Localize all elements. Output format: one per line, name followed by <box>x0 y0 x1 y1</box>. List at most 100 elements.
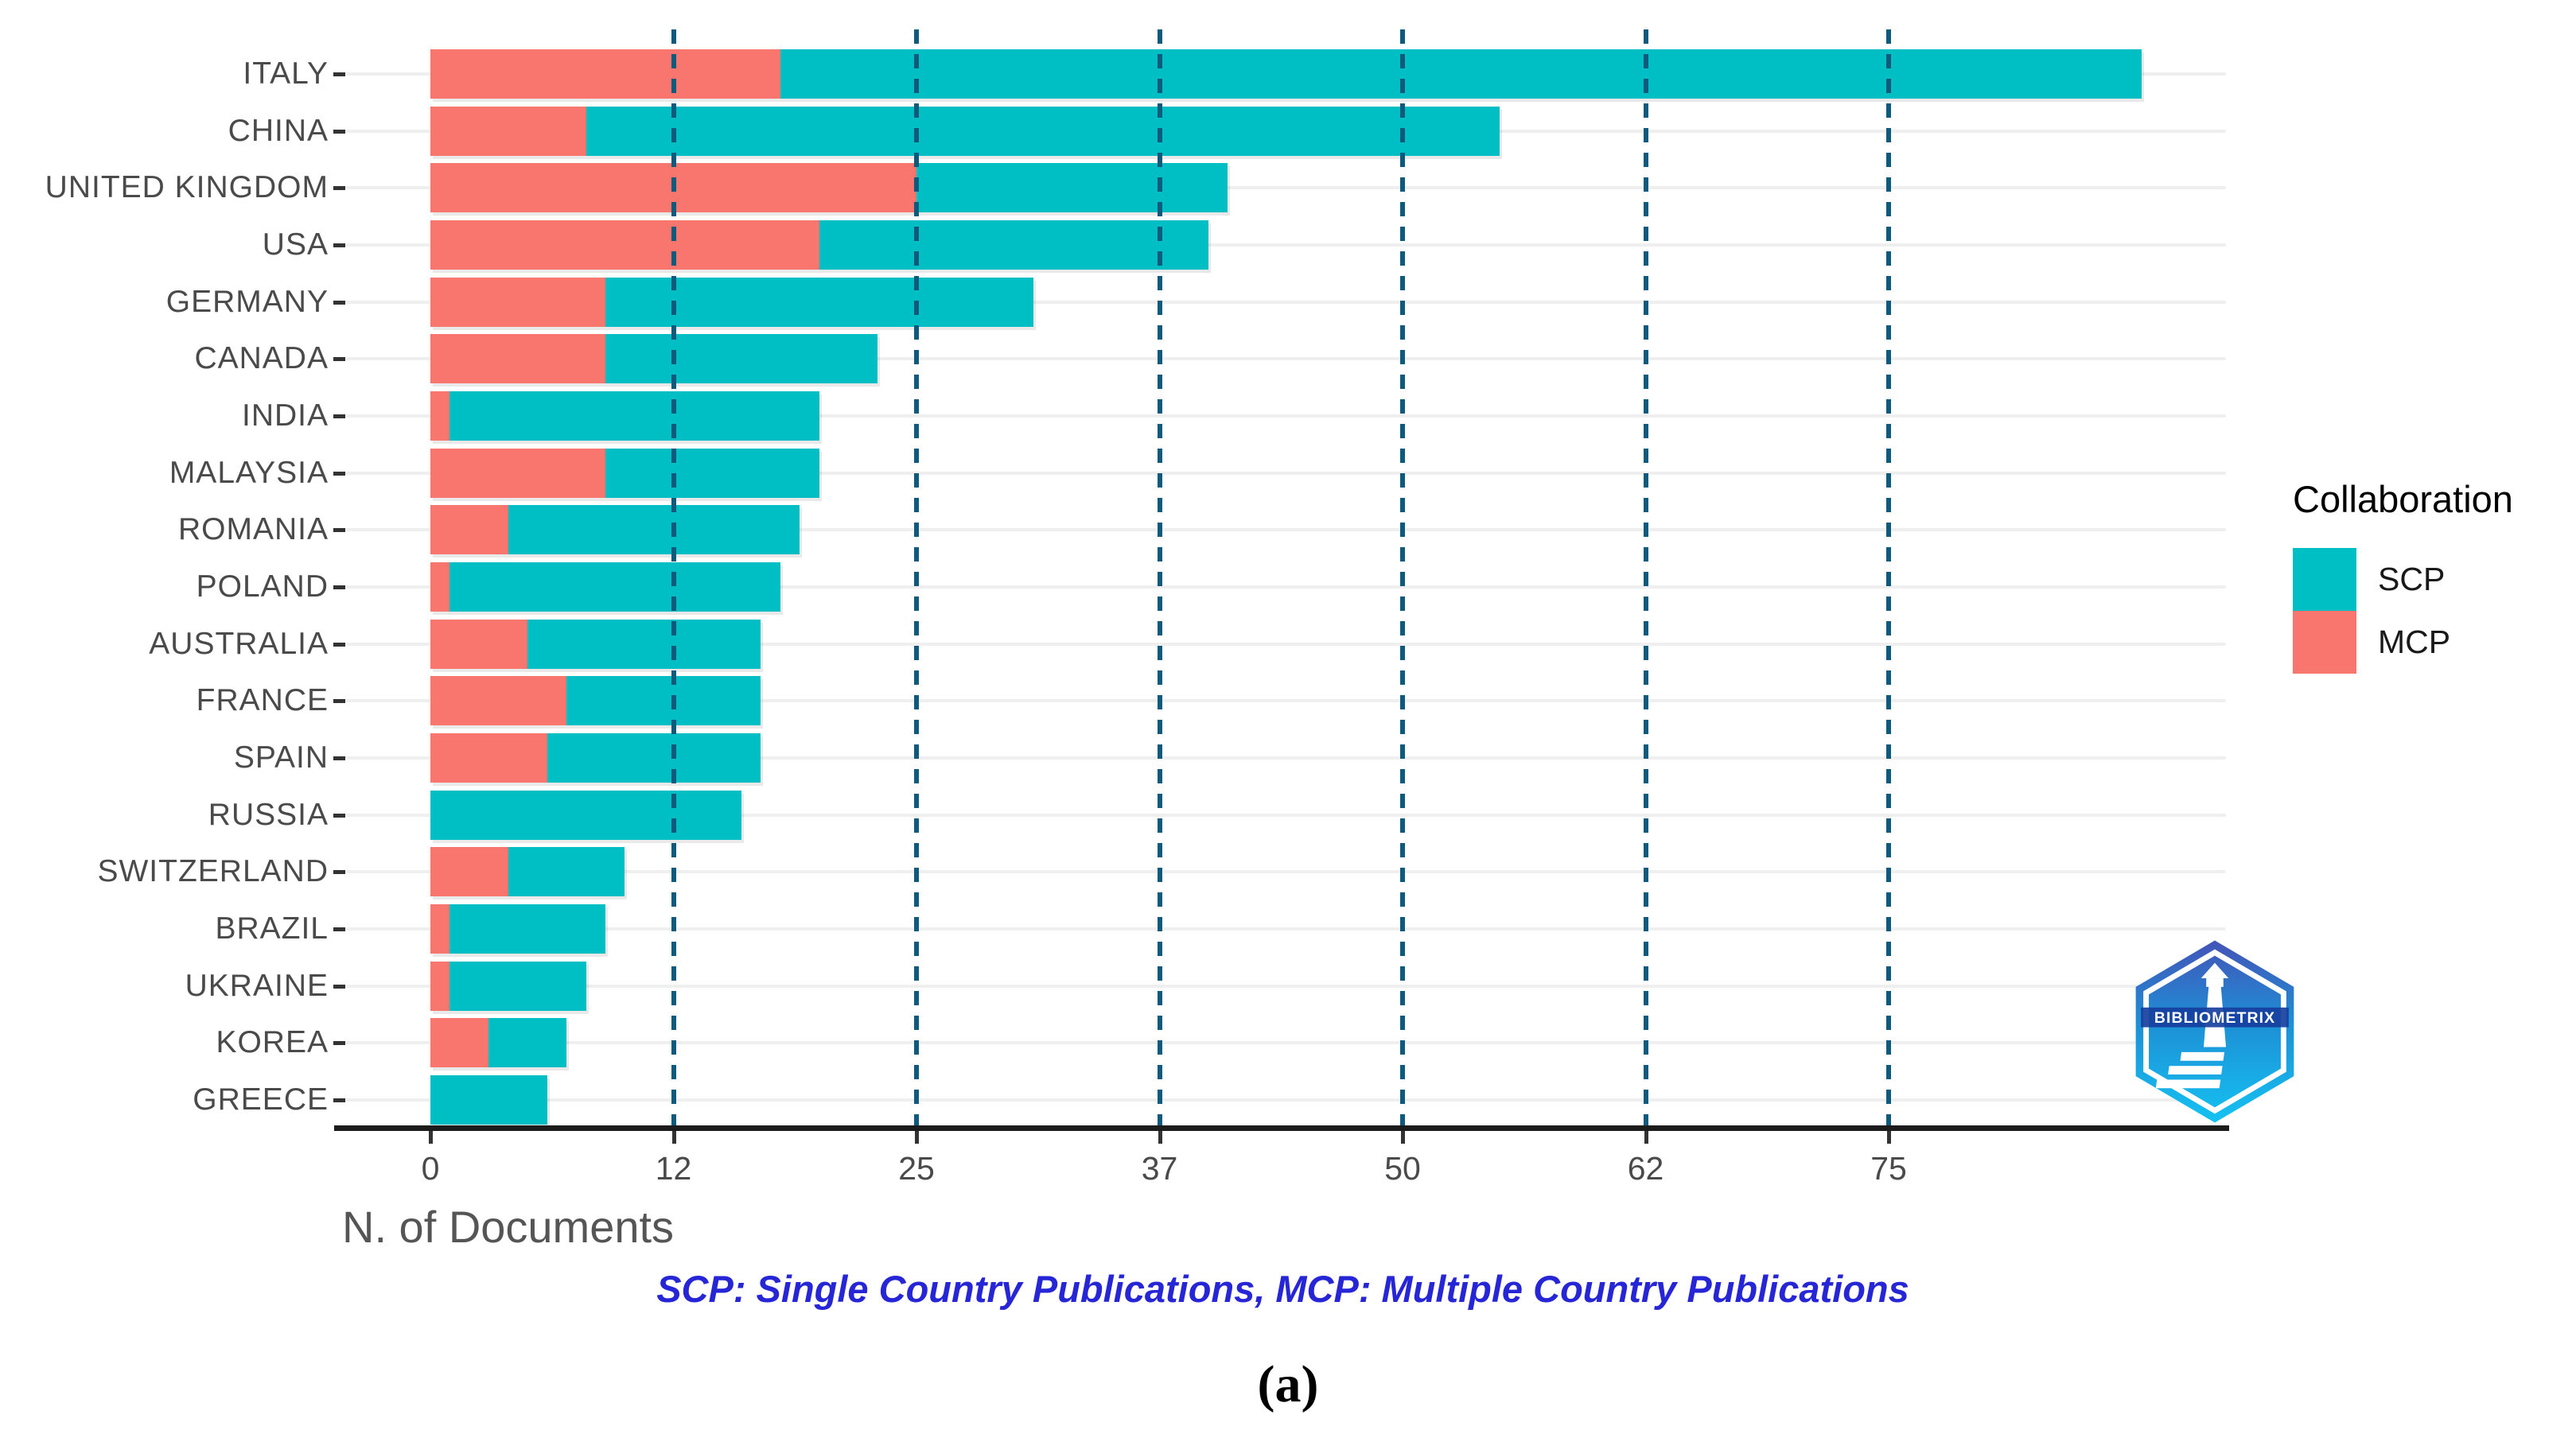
country-label: ITALY <box>243 56 329 91</box>
bar-rows: ITALY CHINA UNITED KINGDOM USA GERMANY CANADA… <box>45 45 2226 1129</box>
scp-segment <box>605 277 1033 327</box>
bar-row: KOREA <box>216 1015 2226 1072</box>
country-label: CANADA <box>194 341 329 376</box>
country-label: INDIA <box>241 398 329 433</box>
plot-panel: ITALY CHINA UNITED KINGDOM USA GERMANY CANADA… <box>45 29 2226 1129</box>
bar-row: UNITED KINGDOM <box>45 159 2226 216</box>
mcp-segment <box>430 106 586 156</box>
horizontal-gridline <box>340 186 2226 190</box>
dashed-gridline <box>671 29 676 1129</box>
x-tick-mark <box>1887 1131 1891 1144</box>
scp-segment <box>508 505 800 555</box>
country-label: GREECE <box>193 1082 329 1117</box>
mcp-segment <box>430 1018 489 1068</box>
legend-entry: MCP <box>2293 611 2513 674</box>
stacked-bar <box>430 790 742 840</box>
mcp-segment <box>430 562 450 612</box>
stacked-bar <box>430 391 819 441</box>
horizontal-gridline <box>340 471 2226 475</box>
y-tick-mark <box>333 1041 345 1046</box>
scp-segment <box>488 1018 567 1068</box>
x-tick-mark <box>1158 1131 1162 1144</box>
bar-row: GREECE <box>193 1071 2226 1129</box>
scp-segment <box>449 562 780 612</box>
bar-row: INDIA <box>242 387 2226 445</box>
scp-segment <box>916 163 1228 213</box>
x-tick-label: 12 <box>655 1150 692 1187</box>
horizontal-gridline <box>340 984 2226 988</box>
bar-row: CANADA <box>194 330 2226 387</box>
horizontal-gridline <box>340 699 2226 703</box>
horizontal-gridline <box>340 813 2226 817</box>
mcp-segment <box>430 904 450 954</box>
horizontal-gridline <box>340 300 2226 304</box>
x-tick-mark <box>915 1131 919 1144</box>
mcp-segment <box>430 448 605 498</box>
stacked-bar <box>430 505 800 555</box>
stacked-bar <box>430 220 1208 270</box>
country-label: BRAZIL <box>215 911 329 946</box>
legend-entries: SCP MCP <box>2293 548 2513 674</box>
figure-caption: (a) <box>1257 1355 1319 1413</box>
country-label: AUSTRALIA <box>149 626 329 661</box>
country-label: POLAND <box>196 569 329 604</box>
x-tick-label: 75 <box>1870 1150 1907 1187</box>
country-label: FRANCE <box>196 683 329 718</box>
stacked-bar <box>430 1018 567 1068</box>
scp-segment <box>449 904 605 954</box>
stacked-bar <box>430 163 1228 213</box>
x-tick-mark <box>429 1131 433 1144</box>
y-tick-mark <box>333 927 345 932</box>
bar-row: USA <box>263 216 2226 274</box>
bar-row: ITALY <box>243 45 2226 103</box>
country-label: ROMANIA <box>177 512 329 547</box>
mcp-segment <box>430 277 605 327</box>
horizontal-gridline <box>340 1098 2226 1102</box>
scp-segment <box>566 676 761 726</box>
mcp-segment <box>430 49 780 99</box>
y-tick-mark <box>333 1098 345 1103</box>
dashed-gridline <box>1157 29 1162 1129</box>
country-label: UNITED KINGDOM <box>45 170 329 205</box>
chart-footnote: SCP: Single Country Publications, MCP: M… <box>656 1268 1909 1310</box>
mcp-segment <box>430 334 605 384</box>
scp-segment <box>605 448 819 498</box>
stacked-bar <box>430 49 2142 99</box>
x-tick-label: 37 <box>1141 1150 1178 1187</box>
legend: Collaboration SCP MCP <box>2293 477 2513 674</box>
horizontal-gridline <box>340 357 2226 361</box>
bar-row: SWITZERLAND <box>97 844 2226 901</box>
scp-segment <box>527 619 761 669</box>
bar-row: AUSTRALIA <box>149 616 2226 673</box>
country-label: UKRAINE <box>185 968 329 1003</box>
stacked-bar <box>430 1075 547 1125</box>
scp-segment <box>547 733 761 783</box>
x-tick-label: 25 <box>898 1150 935 1187</box>
stacked-bar <box>430 733 761 783</box>
bar-row: SPAIN <box>234 729 2226 787</box>
bar-row: FRANCE <box>197 673 2226 730</box>
horizontal-gridline <box>340 756 2226 760</box>
country-label: SWITZERLAND <box>97 854 329 889</box>
scp-segment <box>605 334 878 384</box>
x-tick-label: 50 <box>1384 1150 1421 1187</box>
legend-label: SCP <box>2378 561 2446 597</box>
dashed-gridline <box>914 29 919 1129</box>
stacked-bar <box>430 277 1033 327</box>
scp-segment <box>430 790 742 840</box>
country-label: KOREA <box>216 1025 329 1060</box>
bar-row: ROMANIA <box>178 501 2226 558</box>
country-label: SPAIN <box>233 740 329 775</box>
horizontal-gridline <box>340 243 2226 247</box>
y-tick-mark <box>333 984 345 989</box>
mcp-segment <box>430 391 450 441</box>
y-tick-mark <box>333 129 345 134</box>
y-tick-mark <box>333 186 345 191</box>
country-label: MALAYSIA <box>169 455 329 490</box>
legend-label: MCP <box>2378 624 2451 660</box>
stacked-bar <box>430 847 625 897</box>
horizontal-gridline <box>340 1041 2226 1045</box>
legend-entry: SCP <box>2293 548 2513 611</box>
y-tick-mark <box>333 585 345 589</box>
